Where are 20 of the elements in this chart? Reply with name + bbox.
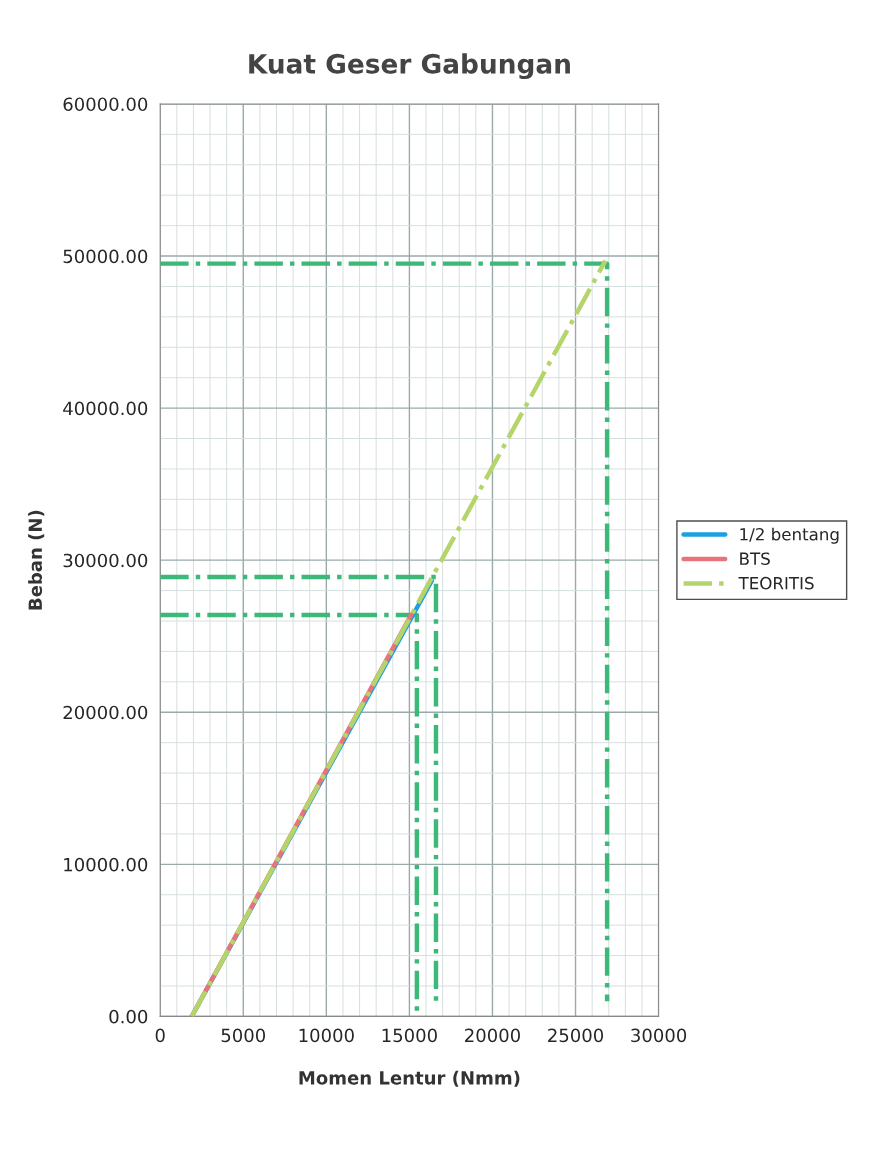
legend-label: 1/2 bentang [740,527,839,544]
legend-label: TEORITIS [738,576,814,590]
x-tick-label: 15000 [382,1028,437,1043]
x-tick-label: 20000 [465,1028,520,1043]
x-tick-label: 0 [155,1028,165,1043]
y-axis-title: Beban (N) [28,510,45,610]
x-tick-label: 30000 [631,1028,687,1043]
x-tick-label: 5000 [221,1028,266,1043]
y-tick-label: 60000.00 [63,97,148,112]
y-tick-label: 40000.00 [63,401,148,416]
x-tick-label: 25000 [548,1028,604,1043]
x-axis-title: Momen Lentur (Nmm) [299,1070,520,1087]
chart-title: Kuat Geser Gabungan [249,53,570,80]
y-tick-label: 20000.00 [63,705,148,720]
x-tick-label: 10000 [299,1028,354,1043]
y-tick-label: 0.00 [109,1009,148,1024]
y-tick-label: 30000.00 [63,553,148,568]
legend-label: BTS [740,552,770,566]
y-tick-label: 10000.00 [64,857,148,872]
y-tick-label: 50000.00 [63,249,148,264]
